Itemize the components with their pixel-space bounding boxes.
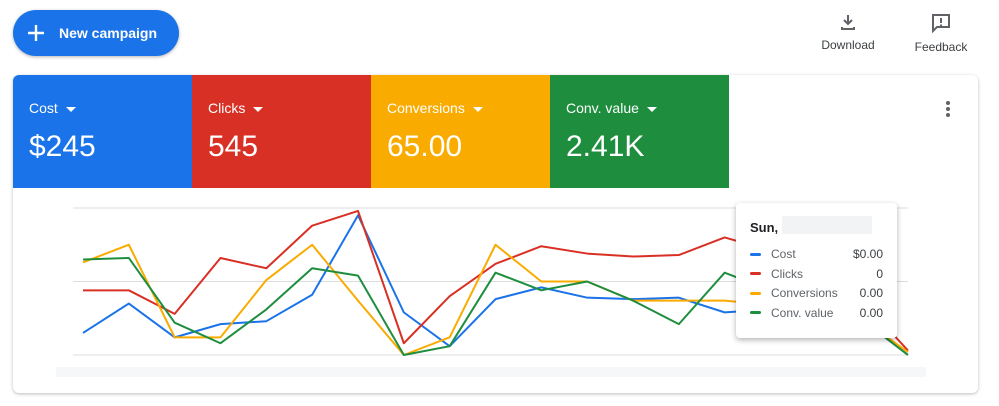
tooltip-row: Clicks 0 xyxy=(750,266,883,282)
redacted-date xyxy=(782,216,872,234)
feedback-icon xyxy=(932,14,950,34)
tooltip-series-name: Conversions xyxy=(771,286,838,300)
tooltip-title: Sun, xyxy=(750,220,779,235)
tooltip-row: Conv. value 0.00 xyxy=(750,305,883,321)
metric-value: $245 xyxy=(29,130,96,163)
metric-label: Conv. value xyxy=(566,100,657,116)
metric-tile[interactable]: Cost $245 xyxy=(13,75,192,188)
legend-swatch xyxy=(750,291,761,295)
tooltip-row: Conversions 0.00 xyxy=(750,285,883,301)
tooltip-series-name: Conv. value xyxy=(771,305,834,320)
metric-value: 65.00 xyxy=(387,130,463,163)
metric-value: 545 xyxy=(208,130,259,163)
metric-label: Clicks xyxy=(208,100,263,116)
feedback-label: Feedback xyxy=(914,40,968,54)
tooltip-value: $0.00 xyxy=(852,247,883,261)
new-campaign-button[interactable]: New campaign xyxy=(13,10,179,56)
metric-tile[interactable]: Conversions 65.00 xyxy=(371,75,550,188)
button-label: New campaign xyxy=(59,25,158,41)
metric-value: 2.41K xyxy=(566,130,645,163)
metric-tile[interactable]: Clicks 545 xyxy=(192,75,371,188)
performance-card: Cost $245 Clicks 545 Conversions 65.00 Conv. v… xyxy=(13,75,978,393)
tooltip-series-name: Clicks xyxy=(771,266,803,281)
download-button[interactable]: Download xyxy=(808,12,888,52)
more-menu[interactable] xyxy=(943,99,953,119)
download-label: Download xyxy=(821,38,875,52)
tooltip-value: 0.00 xyxy=(859,286,883,300)
tooltip: Sun, Cost $0.00 Clicks 0 Conversions 0.00 Conv… xyxy=(736,203,897,338)
legend-swatch xyxy=(750,311,761,314)
legend-swatch xyxy=(750,272,761,275)
tooltip-value: 0.00 xyxy=(859,305,883,320)
metric-label: Cost xyxy=(29,100,76,116)
tooltip-value: 0 xyxy=(876,266,883,281)
feedback-button[interactable]: Feedback xyxy=(901,12,981,54)
tooltip-row: Cost $0.00 xyxy=(750,246,883,262)
metric-tile[interactable]: Conv. value 2.41K xyxy=(550,75,729,188)
metric-label: Conversions xyxy=(387,100,483,116)
plus-icon xyxy=(28,25,44,41)
download-icon xyxy=(841,15,855,30)
legend-swatch xyxy=(750,252,761,256)
tooltip-series-name: Cost xyxy=(771,247,796,261)
x-axis-labels-blurred xyxy=(56,367,926,377)
